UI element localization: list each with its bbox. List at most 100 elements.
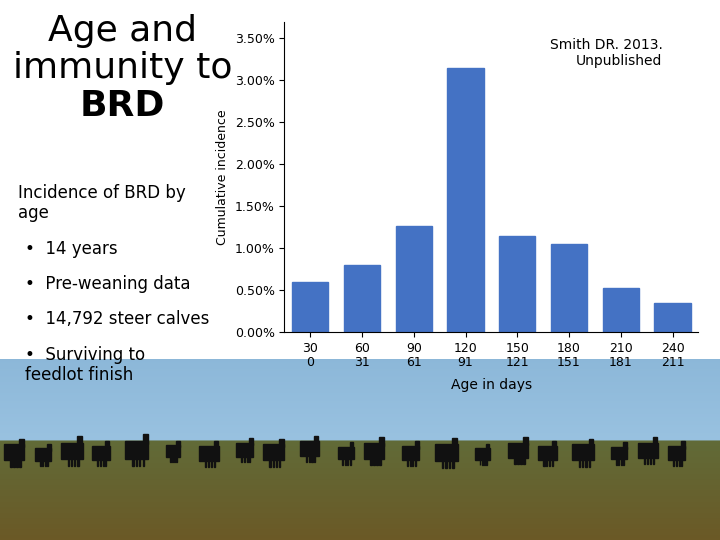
Bar (166, 445, 180, 457)
Bar (10, 460, 12, 467)
Bar (653, 457, 654, 464)
Bar (484, 460, 485, 465)
Bar (199, 447, 219, 461)
Bar (74, 458, 76, 466)
Text: Smith DR. 2013.
Unpublished: Smith DR. 2013. Unpublished (549, 38, 662, 68)
Bar (344, 265, 380, 332)
Bar (105, 441, 109, 449)
Bar (71, 458, 72, 466)
Bar (551, 244, 587, 332)
Bar (276, 460, 277, 467)
Bar (435, 444, 458, 461)
Bar (61, 443, 83, 460)
Bar (176, 441, 179, 447)
Bar (638, 443, 658, 458)
Bar (139, 457, 140, 466)
Bar (442, 461, 444, 468)
Bar (249, 438, 253, 446)
Text: 181: 181 (609, 356, 633, 369)
Bar (35, 448, 51, 461)
Bar (211, 461, 212, 467)
Bar (618, 459, 619, 465)
Bar (40, 461, 41, 467)
Text: 31: 31 (354, 356, 370, 369)
Bar (647, 457, 648, 464)
Bar (621, 459, 622, 465)
Bar (103, 460, 104, 466)
Bar (48, 444, 50, 451)
Bar (19, 460, 21, 467)
Bar (244, 456, 245, 462)
Bar (105, 460, 107, 466)
Bar (263, 444, 284, 461)
Bar (523, 437, 528, 446)
Bar (538, 447, 557, 461)
Bar (396, 226, 432, 332)
Bar (552, 460, 553, 466)
Text: •  14,792 steer calves: • 14,792 steer calves (25, 310, 210, 328)
Bar (345, 459, 346, 465)
Bar (407, 460, 408, 466)
Bar (676, 460, 677, 466)
Bar (249, 456, 250, 462)
Bar (499, 235, 536, 332)
Bar (447, 68, 484, 332)
Bar (4, 444, 24, 461)
Bar (350, 442, 353, 449)
Bar (452, 461, 454, 468)
Bar (292, 282, 328, 332)
Bar (572, 444, 594, 461)
Bar (681, 460, 682, 466)
Bar (644, 457, 645, 464)
Bar (486, 460, 487, 465)
Bar (143, 457, 144, 466)
Bar (176, 456, 177, 462)
Bar (514, 457, 516, 464)
Bar (204, 461, 206, 467)
Bar (603, 288, 639, 332)
Y-axis label: Cumulative incidence: Cumulative incidence (216, 109, 229, 245)
Text: Age and: Age and (48, 14, 197, 48)
Bar (279, 460, 280, 467)
Bar (585, 460, 587, 467)
Bar (338, 447, 354, 460)
Bar (172, 456, 173, 462)
Bar (100, 460, 101, 466)
Bar (475, 448, 490, 461)
Bar (279, 438, 284, 447)
Text: 211: 211 (661, 356, 684, 369)
Bar (546, 460, 547, 466)
Text: 0: 0 (306, 356, 314, 369)
Bar (653, 437, 657, 446)
Bar (379, 437, 384, 445)
Bar (347, 459, 348, 465)
Text: immunity to: immunity to (13, 51, 232, 85)
Bar (135, 457, 137, 466)
Bar (314, 455, 315, 462)
Bar (68, 458, 69, 466)
Bar (214, 441, 218, 449)
Bar (241, 456, 243, 462)
Bar (508, 443, 528, 458)
Bar (552, 441, 556, 449)
Text: Incidence of BRD by
age: Incidence of BRD by age (18, 184, 186, 222)
Bar (125, 441, 148, 458)
Bar (486, 444, 489, 451)
Bar (611, 447, 627, 460)
Bar (370, 458, 372, 465)
Bar (523, 457, 525, 464)
Bar (174, 456, 175, 462)
Bar (589, 438, 593, 447)
Bar (42, 461, 43, 467)
Text: •  Surviving to
feedlot finish: • Surviving to feedlot finish (25, 346, 145, 384)
Bar (143, 434, 148, 444)
Text: •  Pre-weaning data: • Pre-weaning data (25, 275, 191, 293)
Bar (445, 461, 446, 468)
Bar (616, 459, 617, 465)
Bar (97, 460, 98, 466)
Bar (681, 441, 685, 449)
Bar (350, 459, 351, 465)
Bar (402, 447, 419, 461)
Bar (314, 436, 318, 444)
Bar (623, 442, 626, 449)
